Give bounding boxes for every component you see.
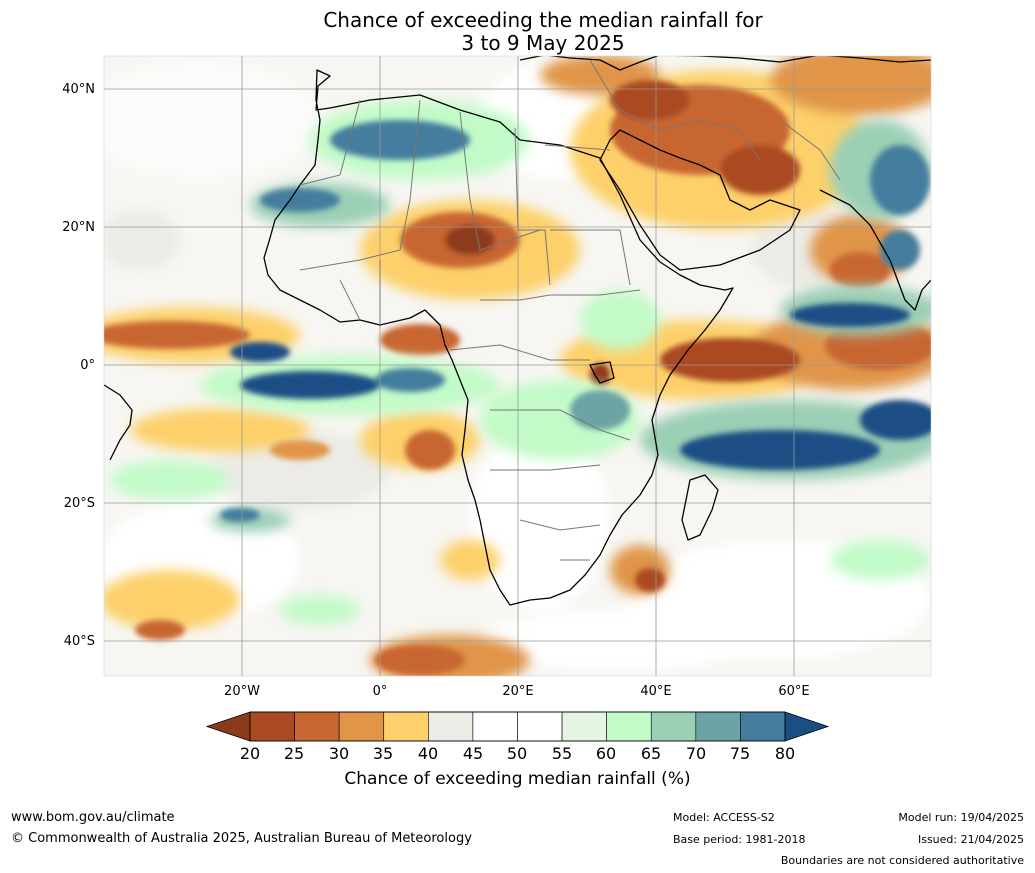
colorbar-swatch (650, 711, 697, 742)
lon-label-60e: 60°E (778, 684, 810, 699)
lat-label-20n: 20°N (62, 220, 95, 235)
colorbar-tick: 80 (774, 744, 796, 763)
colorbar (205, 711, 830, 742)
colorbar-frame (249, 711, 786, 742)
lat-label-40n: 40°N (62, 82, 95, 97)
map-field (104, 56, 931, 676)
colorbar-swatch (740, 711, 786, 742)
colorbar-swatch (695, 711, 741, 742)
website-link[interactable]: www.bom.gov.au/climate (11, 810, 175, 825)
colorbar-tick: 50 (506, 744, 528, 763)
anomaly-field-blue (220, 120, 931, 522)
issued-date: Issued: 21/04/2025 (917, 833, 1024, 846)
colorbar-swatch (294, 711, 340, 742)
colorbar-tick: 75 (729, 744, 751, 763)
colorbar-high-arrow (784, 711, 830, 742)
title-line-1: Chance of exceeding the median rainfall … (323, 8, 763, 32)
colorbar-swatch (383, 711, 429, 742)
colorbar-tick: 65 (640, 744, 662, 763)
anomaly-field-brown (104, 80, 931, 675)
coastline (104, 56, 931, 606)
map-title: Chance of exceeding the median rainfall … (0, 9, 1035, 55)
lon-label-40e: 40°E (640, 684, 672, 699)
lat-label-0: 0° (80, 358, 95, 373)
country-borders (299, 59, 841, 561)
lon-label-0: 0° (372, 684, 388, 699)
lat-label-40s: 40°S (63, 634, 95, 649)
title-line-2: 3 to 9 May 2025 (461, 31, 625, 55)
map-frame (103, 55, 932, 677)
copyright-text: © Commonwealth of Australia 2025, Austra… (11, 831, 472, 846)
graticule (104, 56, 931, 676)
colorbar-swatch (517, 711, 563, 742)
colorbar-swatch (428, 711, 474, 742)
colorbar-swatch (472, 711, 518, 742)
lat-label-20s: 20°S (63, 496, 95, 511)
colorbar-swatch (338, 711, 385, 742)
colorbar-swatch (606, 711, 652, 742)
colorbar-tick: 20 (239, 744, 261, 763)
colorbar-tick: 55 (551, 744, 573, 763)
colorbar-swatch (249, 711, 295, 742)
colorbar-swatch (561, 711, 607, 742)
colorbar-tick: 25 (283, 744, 305, 763)
colorbar-low-arrow (205, 711, 251, 742)
lon-label-20w: 20°W (224, 684, 260, 699)
colorbar-tick: 60 (595, 744, 617, 763)
colorbar-tick: 35 (372, 744, 394, 763)
boundaries-disclaimer: Boundaries are not considered authoritat… (780, 854, 1024, 867)
colorbar-tick: 30 (328, 744, 350, 763)
colorbar-tick: 70 (685, 744, 707, 763)
colorbar-tick: 45 (462, 744, 484, 763)
model-name: Model: ACCESS-S2 (673, 811, 775, 824)
colorbar-label: Chance of exceeding median rainfall (%) (344, 769, 691, 789)
base-period: Base period: 1981-2018 (673, 833, 806, 846)
lon-label-20e: 20°E (502, 684, 534, 699)
colorbar-tick: 40 (417, 744, 439, 763)
model-run-date: Model run: 19/04/2025 (898, 811, 1024, 824)
